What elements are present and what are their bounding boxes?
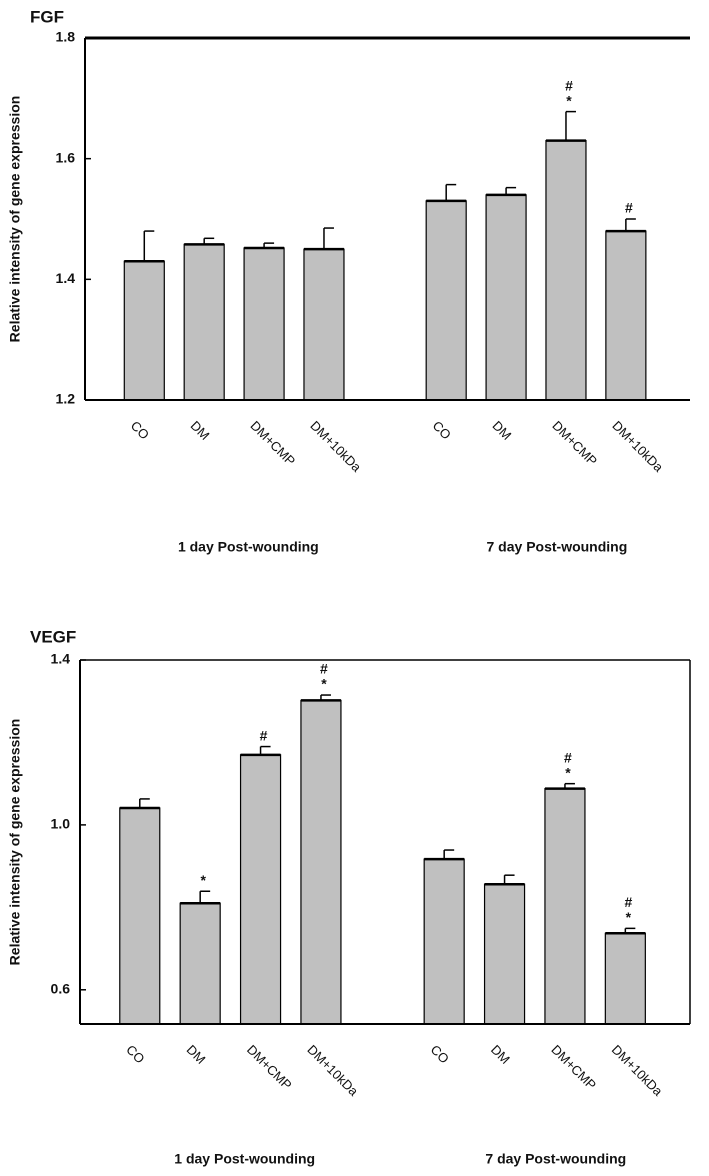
x-tick-label: DM <box>184 1042 209 1067</box>
significance-mark: * <box>626 909 632 925</box>
x-tick-label: CO <box>428 1042 452 1066</box>
significance-mark: # <box>260 727 268 743</box>
bar <box>123 260 165 401</box>
significance-mark: # <box>625 200 633 216</box>
bar <box>303 248 345 401</box>
significance-mark: * <box>321 676 327 692</box>
group-label: 1 day Post-wounding <box>174 1151 315 1167</box>
y-tick-label: 1.4 <box>56 270 76 286</box>
x-tick-label: DM+CMP <box>549 418 600 469</box>
chart-title: VEGF <box>30 627 76 646</box>
chart-title: FGF <box>30 7 64 26</box>
y-tick-label: 1.2 <box>56 391 76 407</box>
bar <box>425 200 467 401</box>
x-tick-label: DM+CMP <box>248 418 299 469</box>
x-tick-label: CO <box>128 418 152 442</box>
significance-mark: * <box>566 92 572 108</box>
x-tick-label: DM <box>490 418 515 443</box>
y-axis-label: Relative intensity of gene expression <box>7 719 23 966</box>
x-tick-label: DM+10kDa <box>307 418 364 475</box>
bar <box>544 788 586 1025</box>
bar <box>605 230 647 401</box>
y-tick-label: 1.0 <box>51 816 71 832</box>
bar <box>119 807 161 1025</box>
bar <box>604 932 646 1025</box>
group-label: 1 day Post-wounding <box>178 539 319 555</box>
group-label: 7 day Post-wounding <box>487 539 628 555</box>
y-tick-label: 0.6 <box>51 980 71 996</box>
bar <box>179 902 221 1025</box>
significance-mark: * <box>565 764 571 780</box>
bar <box>485 194 527 401</box>
y-axis-label: Relative intensity of gene expression <box>7 96 23 343</box>
y-tick-label: 1.4 <box>51 651 71 667</box>
x-tick-label: DM+10kDa <box>609 418 666 475</box>
bar <box>423 858 465 1025</box>
significance-mark: # <box>320 661 328 677</box>
bar <box>243 247 285 401</box>
x-tick-label: DM+CMP <box>244 1042 295 1093</box>
bar <box>239 754 282 1025</box>
x-tick-label: CO <box>123 1042 147 1066</box>
y-tick-label: 1.6 <box>56 149 76 165</box>
x-tick-label: DM+10kDa <box>304 1042 361 1099</box>
bar <box>300 699 342 1025</box>
significance-mark: # <box>564 749 572 765</box>
y-tick-label: 1.8 <box>56 29 76 45</box>
bar <box>183 243 225 401</box>
bar <box>545 139 587 401</box>
significance-mark: * <box>200 872 206 888</box>
significance-mark: # <box>565 77 573 93</box>
bar <box>483 883 526 1025</box>
x-tick-label: DM+10kDa <box>609 1042 666 1099</box>
x-tick-label: DM <box>488 1042 513 1067</box>
x-tick-label: DM+CMP <box>548 1042 599 1093</box>
x-tick-label: CO <box>430 418 454 442</box>
x-tick-label: DM <box>188 418 213 443</box>
significance-mark: # <box>624 894 632 910</box>
group-label: 7 day Post-wounding <box>485 1151 626 1167</box>
